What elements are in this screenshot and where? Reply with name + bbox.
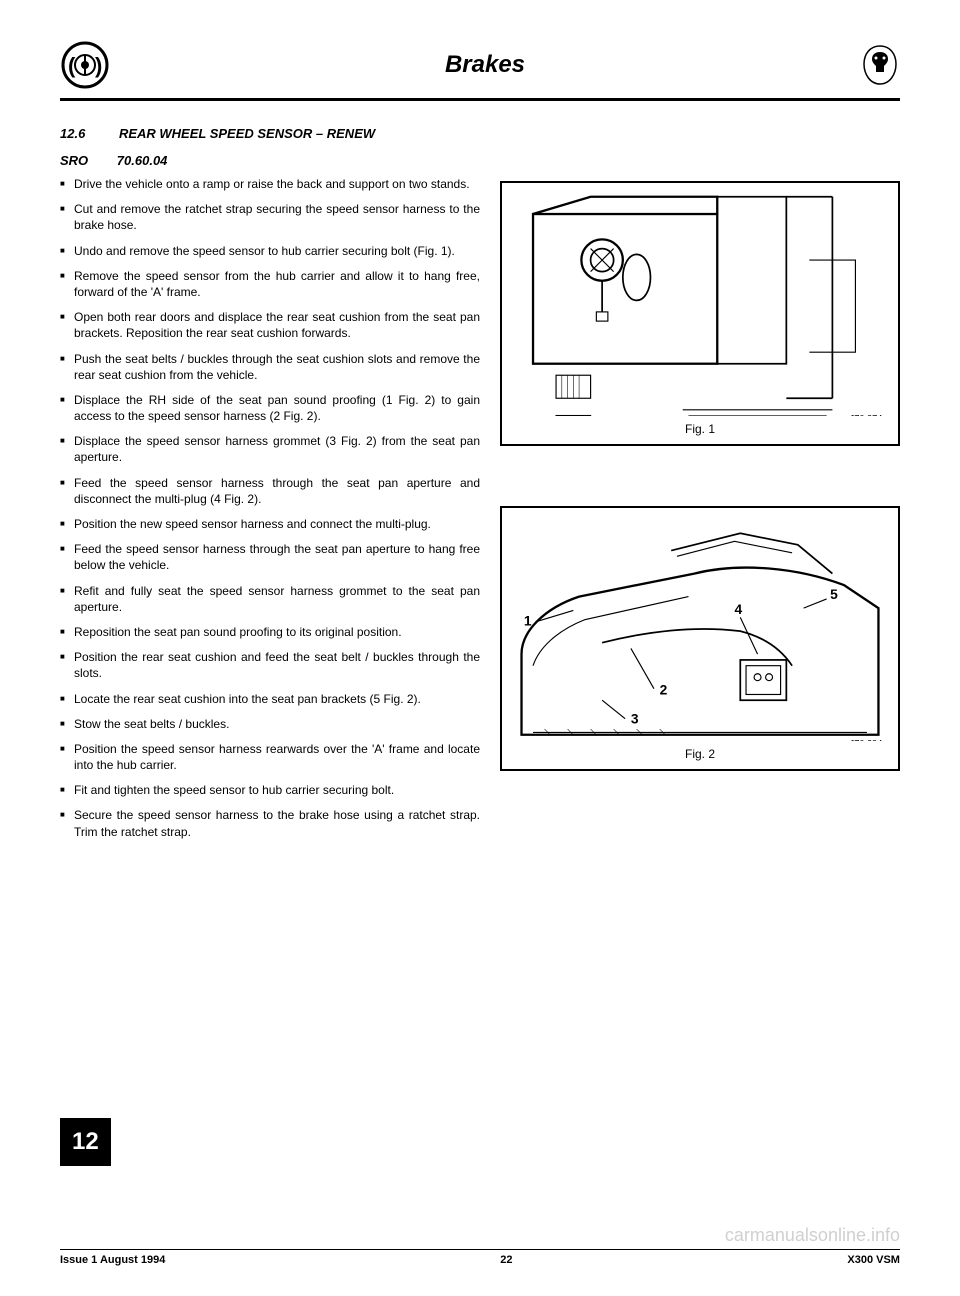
svg-text:4: 4 bbox=[735, 601, 743, 617]
instruction-column: Drive the vehicle onto a ramp or raise t… bbox=[60, 176, 480, 849]
list-item: Drive the vehicle onto a ramp or raise t… bbox=[60, 176, 480, 192]
list-item: Refit and fully seat the speed sensor ha… bbox=[60, 583, 480, 615]
svg-text:): ) bbox=[95, 53, 102, 78]
footer-model: X300 VSM bbox=[847, 1254, 900, 1266]
figure-2-box: 1 2 3 4 5 bbox=[500, 506, 900, 771]
sro-number: 70.60.04 bbox=[117, 153, 168, 168]
page-footer: Issue 1 August 1994 22 X300 VSM bbox=[60, 1249, 900, 1266]
svg-text:5: 5 bbox=[830, 586, 838, 602]
list-item: Feed the speed sensor harness through th… bbox=[60, 475, 480, 507]
header-title: Brakes bbox=[445, 51, 525, 79]
svg-text:2: 2 bbox=[660, 681, 668, 697]
list-item: Open both rear doors and displace the re… bbox=[60, 309, 480, 341]
sro-line: SRO 70.60.04 bbox=[60, 153, 900, 168]
list-item: Cut and remove the ratchet strap securin… bbox=[60, 201, 480, 233]
page-header: ( ) Brakes bbox=[60, 40, 900, 101]
figure-1-box: J70 274 Fig. 1 bbox=[500, 181, 900, 446]
sro-label: SRO bbox=[60, 153, 88, 168]
list-item: Fit and tighten the speed sensor to hub … bbox=[60, 782, 480, 798]
svg-text:1: 1 bbox=[524, 612, 532, 628]
jaguar-logo-icon bbox=[860, 44, 900, 86]
watermark: carmanualsonline.info bbox=[725, 1225, 900, 1246]
svg-text:J70 274: J70 274 bbox=[850, 413, 883, 416]
svg-text:J70 294: J70 294 bbox=[850, 738, 883, 741]
list-item: Push the seat belts / buckles through th… bbox=[60, 351, 480, 383]
list-item: Locate the rear seat cushion into the se… bbox=[60, 691, 480, 707]
figure-1-caption: Fig. 1 bbox=[510, 422, 890, 436]
svg-text:3: 3 bbox=[631, 710, 639, 726]
section-number: 12.6 bbox=[60, 126, 85, 141]
list-item: Displace the speed sensor harness gromme… bbox=[60, 433, 480, 465]
list-item: Displace the RH side of the seat pan sou… bbox=[60, 392, 480, 424]
figures-column: J70 274 Fig. 1 bbox=[500, 176, 900, 849]
footer-page-number: 22 bbox=[500, 1254, 512, 1266]
section-title: REAR WHEEL SPEED SENSOR – RENEW bbox=[119, 126, 375, 141]
list-item: Remove the speed sensor from the hub car… bbox=[60, 268, 480, 300]
figure-2-diagram: 1 2 3 4 5 bbox=[510, 516, 890, 741]
figure-1-diagram: J70 274 bbox=[510, 191, 890, 416]
list-item: Undo and remove the speed sensor to hub … bbox=[60, 243, 480, 259]
list-item: Position the speed sensor harness rearwa… bbox=[60, 741, 480, 773]
page-section-tab: 12 bbox=[60, 1118, 111, 1166]
list-item: Stow the seat belts / buckles. bbox=[60, 716, 480, 732]
list-item: Reposition the seat pan sound proofing t… bbox=[60, 624, 480, 640]
list-item: Secure the speed sensor harness to the b… bbox=[60, 807, 480, 839]
section-header: 12.6 REAR WHEEL SPEED SENSOR – RENEW bbox=[60, 126, 900, 141]
instruction-list: Drive the vehicle onto a ramp or raise t… bbox=[60, 176, 480, 840]
list-item: Position the new speed sensor harness an… bbox=[60, 516, 480, 532]
list-item: Feed the speed sensor harness through th… bbox=[60, 541, 480, 573]
brake-logo-icon: ( ) bbox=[60, 40, 110, 90]
list-item: Position the rear seat cushion and feed … bbox=[60, 649, 480, 681]
figure-2-caption: Fig. 2 bbox=[510, 747, 890, 761]
footer-issue: Issue 1 August 1994 bbox=[60, 1254, 165, 1266]
